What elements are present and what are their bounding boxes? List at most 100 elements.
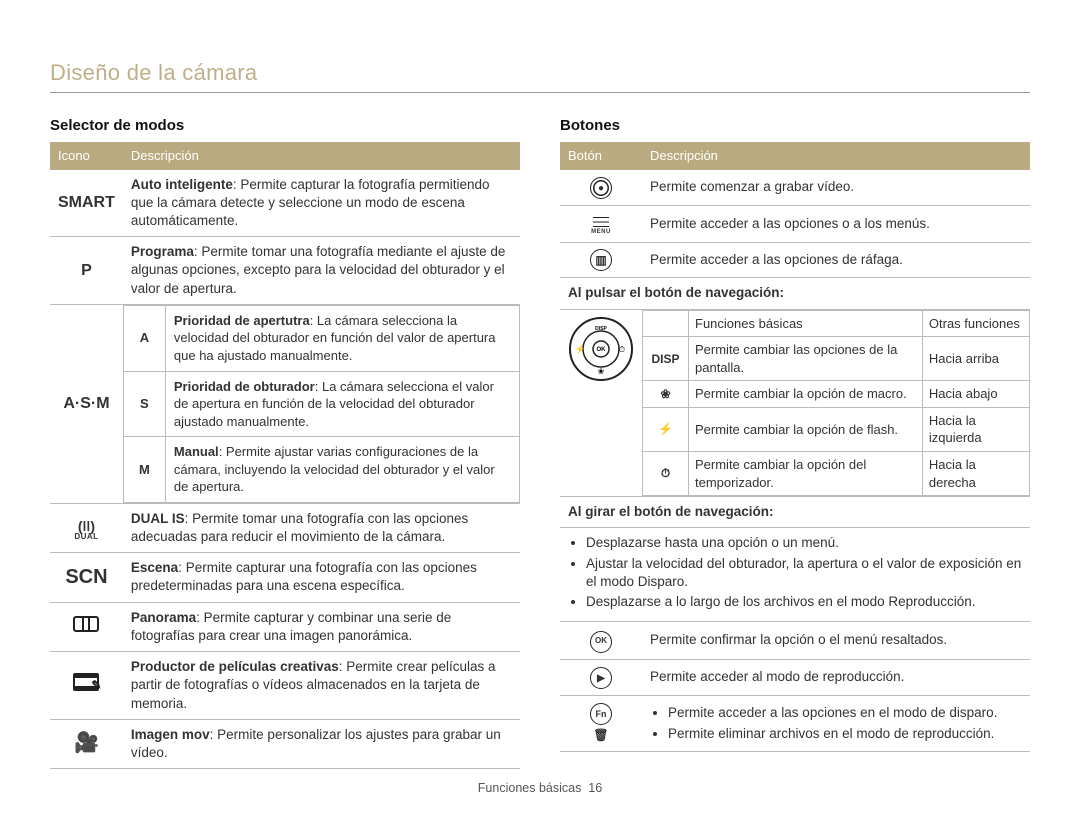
mode-icon-dual: (ǀǀ)DUAL <box>50 503 123 552</box>
mode-desc: Panorama: Permite capturar y combinar un… <box>123 602 520 651</box>
section-title: Selector de modos <box>50 117 520 134</box>
mode-icon: SCN <box>50 553 123 602</box>
asm-desc: Prioridad de apertutra: La cámara selecc… <box>165 305 519 371</box>
nav-func-row-macro: ❀ Permite cambiar la opción de macro. Ha… <box>643 381 1030 408</box>
col-btn-header: Botón <box>560 142 642 170</box>
buttons-table: Botón Descripción ● Permite comenzar a g… <box>560 142 1030 752</box>
mode-desc: Escena: Permite capturar una fotografía … <box>123 553 520 602</box>
asm-icon: A <box>123 305 165 371</box>
col-icon-header: Icono <box>50 142 123 170</box>
button-row-fn: Fn 🗑 Permite acceder a las opciones en e… <box>560 696 1030 751</box>
mode-row-asm: A·S·M A Prioridad de apertutra: La cámar… <box>50 304 520 503</box>
table-header-row: Botón Descripción <box>560 142 1030 170</box>
asm-icon: M <box>123 437 165 503</box>
button-row-menu: MENU Permite acceder a las opciones o a … <box>560 206 1030 243</box>
buttons-section: Botones Botón Descripción ● Permite come… <box>560 117 1030 769</box>
nav-func-row-disp: DISP Permite cambiar las opciones de la … <box>643 337 1030 381</box>
nav-other: Hacia arriba <box>922 337 1029 381</box>
nav-head-other: Otras funciones <box>922 310 1029 337</box>
manual-page: Diseño de la cámara Selector de modos Ic… <box>0 0 1080 815</box>
list-item: Desplazarse hasta una opción o un menú. <box>586 534 1022 552</box>
button-desc: Permite acceder a las opciones o a los m… <box>642 206 1030 243</box>
mode-row-film: Productor de películas creativas: Permit… <box>50 652 520 720</box>
svg-text:OK: OK <box>597 347 607 353</box>
mode-row-dual: (ǀǀ)DUAL DUAL IS: Permite tomar una foto… <box>50 503 520 552</box>
footer-label: Funciones básicas <box>478 781 582 795</box>
nav-head-basic: Funciones básicas <box>689 310 923 337</box>
mode-row-p: P Programa: Permite tomar una fotografía… <box>50 237 520 305</box>
mode-icon: SMART <box>50 170 123 237</box>
mode-desc: Productor de películas creativas: Permit… <box>123 652 520 720</box>
svg-text:⚡: ⚡ <box>575 344 585 354</box>
asm-row-s: S Prioridad de obturador: La cámara sele… <box>123 371 519 437</box>
list-item: Permite acceder a las opciones en el mod… <box>668 704 1022 722</box>
two-column-layout: Selector de modos Icono Descripción SMAR… <box>50 117 1030 769</box>
burst-icon: ▥ <box>560 243 642 278</box>
nav-func-row-timer: ⏱ Permite cambiar la opción del temporiz… <box>643 451 1030 495</box>
film-icon <box>73 673 99 691</box>
flash-icon: ⚡ <box>643 407 689 451</box>
panorama-icon <box>73 616 99 632</box>
nav-func-header: Funciones básicas Otras funciones <box>643 310 1030 337</box>
macro-icon: ❀ <box>643 381 689 408</box>
mode-icon-mov: 🎥 <box>50 719 123 768</box>
table-header-row: Icono Descripción <box>50 142 520 170</box>
mode-desc: Auto inteligente: Permite capturar la fo… <box>123 170 520 237</box>
nav-other: Hacia abajo <box>922 381 1029 408</box>
nav-press-title: Al pulsar el botón de navegación: <box>560 278 1030 309</box>
play-icon: ▶ <box>560 659 642 696</box>
col-desc-header: Descripción <box>642 142 1030 170</box>
button-desc: Permite acceder al modo de reproducción. <box>642 659 1030 696</box>
fn-icon: Fn 🗑 <box>560 696 642 751</box>
list-item: Ajustar la velocidad del obturador, la a… <box>586 555 1022 591</box>
nav-functions-table: Funciones básicas Otras funciones DISP P… <box>642 310 1030 496</box>
page-footer: Funciones básicas 16 <box>0 781 1080 795</box>
button-desc: Permite acceder a las opciones de ráfaga… <box>642 243 1030 278</box>
svg-text:⏱: ⏱ <box>619 345 625 354</box>
nav-other: Hacia la derecha <box>922 451 1029 495</box>
footer-page: 16 <box>588 781 602 795</box>
nav-press-content: OK DISP ❀ ⚡ ⏱ <box>560 310 1030 496</box>
nav-press-row: Al pulsar el botón de navegación: OK DIS… <box>560 278 1030 622</box>
nav-rotate-list: Desplazarse hasta una opción o un menú. … <box>560 528 1030 622</box>
button-row-record: ● Permite comenzar a grabar vídeo. <box>560 170 1030 206</box>
nav-rotate-title: Al girar el botón de navegación: <box>560 496 1030 528</box>
mode-desc: Programa: Permite tomar una fotografía m… <box>123 237 520 305</box>
col-desc-header: Descripción <box>123 142 520 170</box>
mode-row-panorama: Panorama: Permite capturar y combinar un… <box>50 602 520 651</box>
video-settings-icon: 🎥 <box>74 732 99 754</box>
asm-row-m: M Manual: Permite ajustar varias configu… <box>123 437 519 503</box>
asm-desc: Manual: Permite ajustar varias configura… <box>165 437 519 503</box>
mode-icon-panorama <box>50 602 123 651</box>
asm-icon: S <box>123 371 165 437</box>
nav-wheel-icon: OK DISP ❀ ⚡ ⏱ <box>560 310 642 388</box>
mode-desc: Imagen mov: Permite personalizar los aju… <box>123 719 520 768</box>
mode-desc-nested: A Prioridad de apertutra: La cámara sele… <box>123 304 520 503</box>
button-desc: Permite confirmar la opción o el menú re… <box>642 622 1030 659</box>
nav-basic: Permite cambiar la opción del temporizad… <box>689 451 923 495</box>
mode-row-smart: SMART Auto inteligente: Permite capturar… <box>50 170 520 237</box>
ok-icon: OK <box>560 622 642 659</box>
header-divider <box>50 92 1030 93</box>
nav-func-row-flash: ⚡ Permite cambiar la opción de flash. Ha… <box>643 407 1030 451</box>
asm-subtable: A Prioridad de apertutra: La cámara sele… <box>123 305 520 503</box>
button-row-burst: ▥ Permite acceder a las opciones de ráfa… <box>560 243 1030 278</box>
button-row-ok: OK Permite confirmar la opción o el menú… <box>560 622 1030 659</box>
svg-text:DISP: DISP <box>595 326 607 332</box>
button-desc: Permite comenzar a grabar vídeo. <box>642 170 1030 206</box>
list-item: Desplazarse a lo largo de los archivos e… <box>586 593 1022 611</box>
section-title: Botones <box>560 117 1030 134</box>
button-desc: Permite acceder a las opciones en el mod… <box>642 696 1030 751</box>
asm-row-a: A Prioridad de apertutra: La cámara sele… <box>123 305 519 371</box>
record-icon: ● <box>560 170 642 206</box>
mode-selector-section: Selector de modos Icono Descripción SMAR… <box>50 117 520 769</box>
mode-desc: DUAL IS: Permite tomar una fotografía co… <box>123 503 520 552</box>
mode-table: Icono Descripción SMART Auto inteligente… <box>50 142 520 769</box>
button-row-play: ▶ Permite acceder al modo de reproducció… <box>560 659 1030 696</box>
menu-icon: MENU <box>560 206 642 243</box>
nav-basic: Permite cambiar las opciones de la panta… <box>689 337 923 381</box>
nav-basic: Permite cambiar la opción de flash. <box>689 407 923 451</box>
breadcrumb: Diseño de la cámara <box>50 60 1030 86</box>
timer-icon: ⏱ <box>643 451 689 495</box>
svg-text:❀: ❀ <box>598 367 605 376</box>
